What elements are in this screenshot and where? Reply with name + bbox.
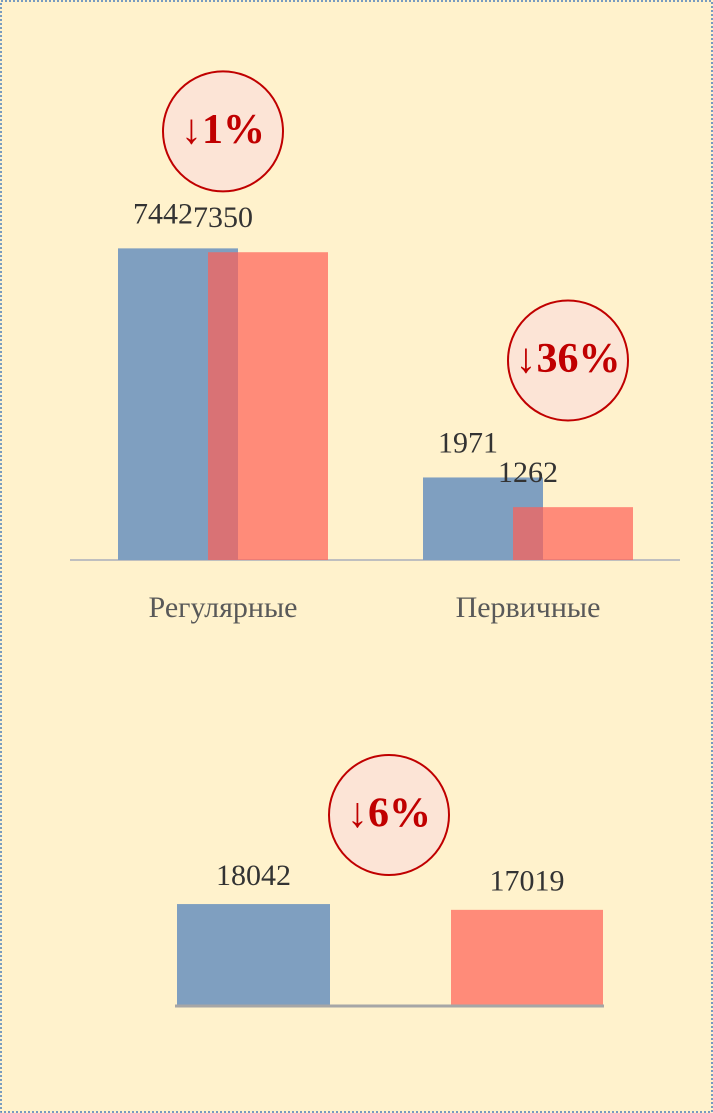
bar bbox=[177, 904, 330, 1006]
value-label: 7350 bbox=[193, 201, 253, 234]
x-tick-label: Регулярные bbox=[149, 591, 298, 624]
value-label: 7442 bbox=[133, 197, 193, 230]
value-label: 17019 bbox=[490, 865, 565, 898]
change-label: ↓36% bbox=[516, 336, 621, 382]
value-label: 1971 bbox=[438, 426, 498, 459]
change-badge bbox=[162, 70, 284, 193]
bar bbox=[208, 252, 328, 560]
bar bbox=[451, 909, 603, 1006]
change-badge bbox=[507, 299, 629, 422]
bar bbox=[513, 507, 633, 560]
change-label: ↓6% bbox=[347, 791, 431, 837]
x-tick-label: Первичные bbox=[456, 591, 601, 624]
value-label: 1262 bbox=[498, 456, 558, 489]
change-label: ↓1% bbox=[181, 107, 265, 153]
value-label: 18042 bbox=[216, 859, 291, 892]
change-badge bbox=[328, 754, 450, 876]
